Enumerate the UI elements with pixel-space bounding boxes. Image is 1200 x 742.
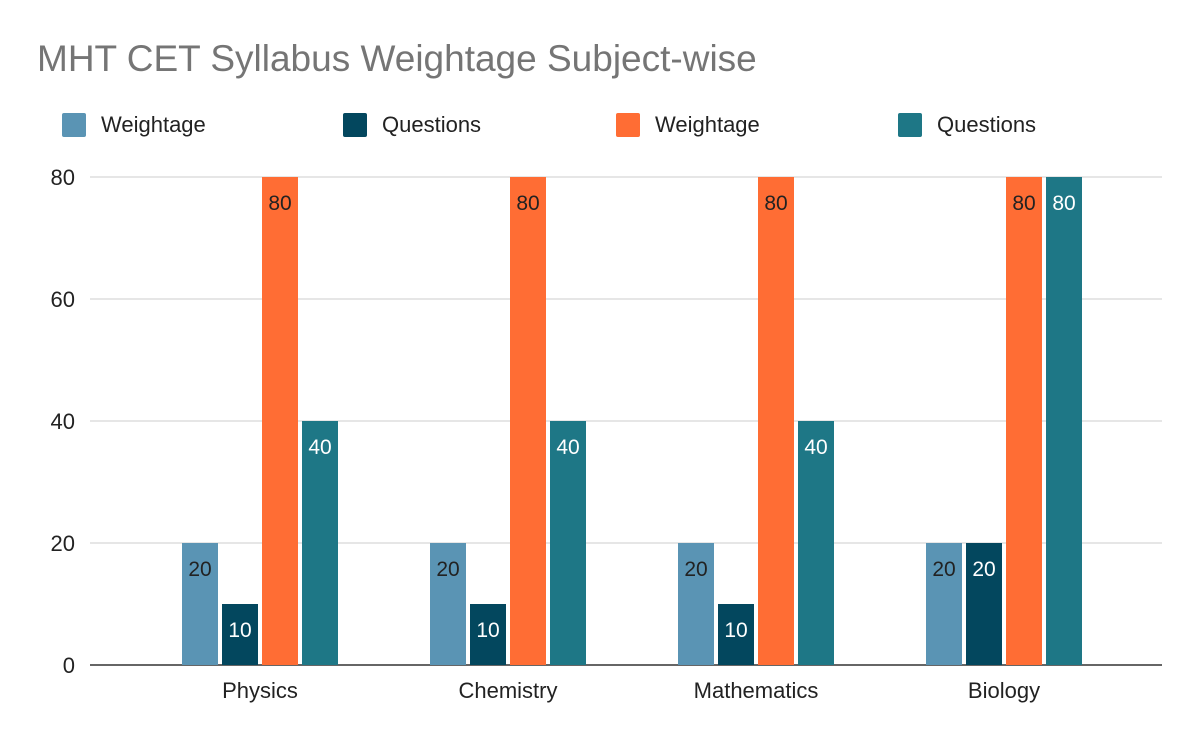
bar-biology-series-2	[966, 543, 1002, 665]
x-tick-label: Mathematics	[694, 678, 819, 703]
bar-mathematics-series-4	[798, 421, 834, 665]
bar-mathematics-series-1	[678, 543, 714, 665]
bar-data-label: 20	[436, 558, 459, 581]
bar-mathematics-series-2	[718, 604, 754, 665]
bar-chemistry-series-1	[430, 543, 466, 665]
legend-item-1: Weightage	[62, 110, 206, 140]
legend-swatch	[62, 113, 86, 137]
bar-data-label: 10	[724, 619, 747, 642]
bar-data-label: 80	[516, 192, 539, 215]
x-tick-label: Biology	[968, 678, 1040, 703]
legend-label: Questions	[937, 112, 1037, 137]
bar-data-label: 20	[188, 558, 211, 581]
legend-swatch	[898, 113, 922, 137]
y-tick-label: 80	[51, 165, 75, 190]
x-tick-label: Physics	[222, 678, 298, 703]
y-tick-label: 20	[51, 531, 75, 556]
bars	[182, 177, 1082, 665]
legend-label: Weightage	[655, 112, 760, 137]
bar-data-label: 40	[804, 436, 827, 459]
bar-data-label: 80	[1052, 192, 1075, 215]
bar-data-label: 10	[228, 619, 251, 642]
bar-data-label: 80	[764, 192, 787, 215]
legend: Weightage Questions Weightage Questions	[0, 110, 1200, 140]
legend-swatch	[616, 113, 640, 137]
bar-physics-series-2	[222, 604, 258, 665]
y-axis-ticks: 0 20 40 60 80	[51, 165, 75, 678]
bar-data-label: 20	[684, 558, 707, 581]
bar-physics-series-1	[182, 543, 218, 665]
bar-mathematics-series-3	[758, 177, 794, 665]
bar-biology-series-3	[1006, 177, 1042, 665]
legend-swatch	[343, 113, 367, 137]
y-tick-label: 60	[51, 287, 75, 312]
legend-item-3: Weightage	[616, 110, 760, 140]
bar-data-labels: 20 10 80 40 20 10 80 40 20 10 80 40 20 20 80 80	[188, 192, 1075, 642]
x-axis-ticks: Physics Chemistry Mathematics Biology	[222, 678, 1040, 703]
y-tick-label: 40	[51, 409, 75, 434]
bar-biology-series-4	[1046, 177, 1082, 665]
legend-item-4: Questions	[898, 110, 1036, 140]
legend-item-2: Questions	[343, 110, 481, 140]
bar-data-label: 10	[476, 619, 499, 642]
y-tick-label: 0	[63, 653, 75, 678]
bar-chemistry-series-4	[550, 421, 586, 665]
bar-data-label: 80	[268, 192, 291, 215]
bar-physics-series-3	[262, 177, 298, 665]
bar-data-label: 40	[308, 436, 331, 459]
legend-label: Weightage	[101, 112, 206, 137]
chart-title: MHT CET Syllabus Weightage Subject-wise	[37, 38, 757, 79]
bar-chemistry-series-2	[470, 604, 506, 665]
bar-physics-series-4	[302, 421, 338, 665]
bar-data-label: 80	[1012, 192, 1035, 215]
legend-label: Questions	[382, 112, 482, 137]
bar-data-label: 20	[972, 558, 995, 581]
x-tick-label: Chemistry	[458, 678, 557, 703]
bar-chemistry-series-3	[510, 177, 546, 665]
bar-biology-series-1	[926, 543, 962, 665]
bar-data-label: 20	[932, 558, 955, 581]
bar-data-label: 40	[556, 436, 579, 459]
